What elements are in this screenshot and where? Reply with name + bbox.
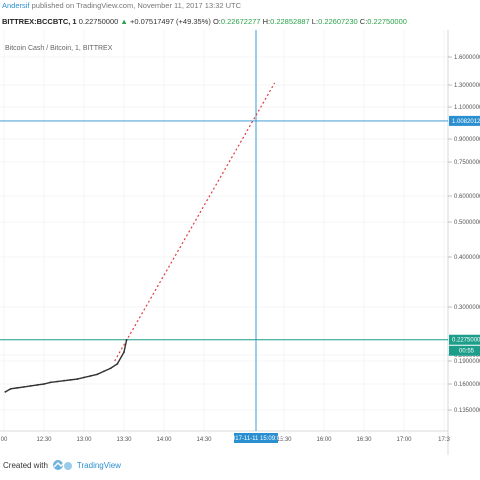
x-tick-label: 14:30 bbox=[196, 437, 212, 443]
price-series bbox=[4, 338, 128, 393]
x-tick-label: 17:3 bbox=[438, 437, 450, 443]
price-change: +0.07517497 (+49.35%) bbox=[129, 17, 211, 26]
price-point bbox=[103, 370, 105, 373]
author-link[interactable]: Andersif bbox=[2, 1, 30, 10]
symbol-label: BITTREX:BCCBTC, 1 bbox=[2, 17, 77, 26]
countdown-label: 00:55 bbox=[459, 349, 475, 355]
publish-info: Andersif published on TradingView.com, N… bbox=[2, 1, 241, 10]
x-tick-label: 16:30 bbox=[356, 437, 372, 443]
price-point bbox=[83, 376, 85, 379]
crosshair-price-badge bbox=[449, 115, 480, 126]
price-point bbox=[76, 378, 79, 380]
footer: Created with TradingView bbox=[3, 459, 121, 471]
x-tick-label: 12:30 bbox=[36, 437, 52, 443]
close-value: 0.22750000 bbox=[367, 17, 407, 26]
crosshair-price-label: 1.00820125 bbox=[452, 119, 480, 125]
price-point bbox=[16, 386, 19, 389]
price-point bbox=[69, 378, 72, 381]
x-tick-label: 16:00 bbox=[316, 437, 332, 443]
open-label: O: bbox=[212, 17, 221, 26]
y-tick-label: 0.20000000 bbox=[454, 353, 480, 359]
price-point bbox=[36, 384, 39, 386]
y-tick-label: 0.30000000 bbox=[454, 305, 480, 311]
last-price: 0.22750000 bbox=[78, 17, 119, 26]
high-label: H: bbox=[262, 17, 271, 26]
price-line bbox=[4, 339, 128, 393]
price-point bbox=[125, 338, 128, 341]
x-tick-label: 00 bbox=[1, 437, 8, 443]
price-point bbox=[49, 381, 52, 384]
price-point bbox=[43, 383, 45, 385]
price-point bbox=[9, 387, 12, 390]
price-point bbox=[23, 385, 25, 388]
y-tick-label: 1.10000000 bbox=[454, 105, 480, 111]
trend-line bbox=[114, 82, 276, 362]
chart-overlays bbox=[0, 30, 448, 431]
chart-title: Bitcoin Cash / Bitcoin, 1, BITTREX bbox=[5, 45, 113, 52]
axis-badges: 1.00820125 0.22750000 00:55 2017-11-11 15:0… bbox=[229, 115, 480, 443]
countdown-badge bbox=[449, 345, 480, 356]
price-point bbox=[56, 380, 59, 383]
last-price-badge bbox=[449, 334, 480, 345]
chart-grid bbox=[0, 30, 448, 431]
price-point bbox=[29, 385, 32, 387]
x-tick-label: 13:30 bbox=[116, 437, 132, 443]
open-value: 0.22672277 bbox=[220, 17, 261, 26]
y-tick-label: 0.40000000 bbox=[454, 255, 480, 261]
price-point bbox=[63, 379, 65, 382]
price-point bbox=[96, 373, 99, 376]
price-point bbox=[109, 367, 112, 370]
close-label: C: bbox=[359, 17, 368, 26]
up-arrow-icon: ▲ bbox=[120, 17, 128, 26]
low-value: 0.22607230 bbox=[318, 17, 358, 26]
y-tick-label: 0.19000000 bbox=[454, 359, 480, 365]
published-text: published on TradingView.com, November 1… bbox=[31, 1, 242, 10]
x-tick-label: 15:30 bbox=[276, 437, 292, 443]
tradingview-brand[interactable]: TradingView bbox=[76, 460, 121, 470]
price-chart[interactable]: 1.60000000 1.30000000 1.10000000 0.90000000… bbox=[0, 30, 480, 455]
y-tick-label: 0.16000000 bbox=[454, 382, 480, 388]
price-point bbox=[4, 390, 7, 393]
price-point bbox=[123, 351, 125, 353]
y-tick-label: 0.75000000 bbox=[454, 160, 480, 166]
x-tick-label: 17:00 bbox=[396, 437, 412, 443]
crosshair-time-badge bbox=[234, 433, 278, 443]
y-tick-label: 0.60000000 bbox=[454, 194, 480, 200]
y-tick-label: 1.60000000 bbox=[454, 55, 480, 61]
y-tick-label: 1.30000000 bbox=[454, 83, 480, 89]
y-tick-label: 0.50000000 bbox=[454, 220, 480, 226]
high-value: 0.22852887 bbox=[270, 17, 310, 26]
last-price-label: 0.22750000 bbox=[452, 338, 480, 344]
price-point bbox=[89, 374, 92, 377]
price-axis: 1.60000000 1.30000000 1.10000000 0.90000000… bbox=[448, 55, 480, 414]
y-tick-label: 0.90000000 bbox=[454, 137, 480, 143]
crosshair-time-label: 2017-11-11 15:09:00 bbox=[229, 436, 284, 442]
tradingview-logo-icon bbox=[52, 460, 72, 470]
low-label: L: bbox=[311, 17, 319, 26]
time-axis: 00 12:30 13:00 13:30 14:00 14:30 15:30 16:00 16:… bbox=[1, 437, 451, 443]
ohlc-legend: BITTREX:BCCBTC, 1 0.22750000 ▲ +0.075174… bbox=[2, 17, 407, 26]
created-with-text: Created with bbox=[3, 460, 48, 470]
x-tick-label: 13:00 bbox=[76, 437, 92, 443]
price-point bbox=[116, 362, 119, 365]
x-tick-label: 14:00 bbox=[156, 437, 172, 443]
